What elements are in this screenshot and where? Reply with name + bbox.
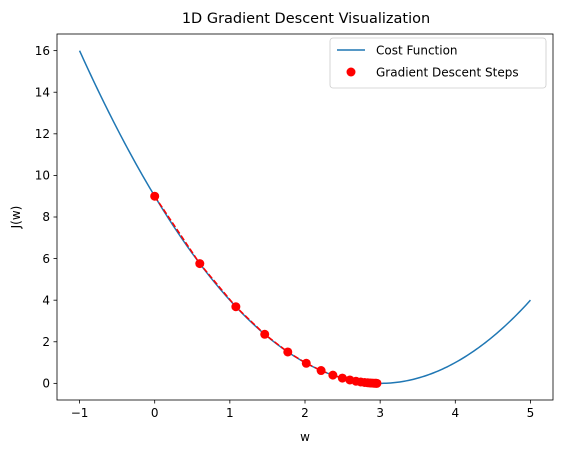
x-tick-label: −1 xyxy=(71,406,89,420)
y-axis-ticks: 0 2 4 6 8 10 12 14 16 xyxy=(35,44,57,391)
plot-area xyxy=(57,34,553,400)
y-tick-label: 2 xyxy=(42,335,50,349)
descent-step-point xyxy=(283,347,292,356)
x-axis-ticks: −1 0 1 2 3 4 5 xyxy=(71,400,535,420)
descent-path-line xyxy=(155,196,377,383)
axes-frame xyxy=(57,34,553,400)
cost-function-line xyxy=(80,51,531,384)
y-tick-label: 6 xyxy=(42,252,50,266)
descent-step-point xyxy=(260,330,269,339)
descent-step-point xyxy=(231,302,240,311)
x-tick-label: 3 xyxy=(376,406,384,420)
y-tick-label: 14 xyxy=(35,85,50,99)
descent-points-layer xyxy=(150,192,381,388)
legend-cost-function-label: Cost Function xyxy=(376,44,458,58)
descent-step-point xyxy=(338,374,347,383)
x-tick-label: 5 xyxy=(527,406,535,420)
y-tick-label: 8 xyxy=(42,210,50,224)
y-tick-label: 16 xyxy=(35,44,50,58)
x-tick-label: 2 xyxy=(301,406,309,420)
y-axis-label: J(w) xyxy=(9,206,23,230)
y-tick-label: 12 xyxy=(35,127,50,141)
x-tick-label: 0 xyxy=(151,406,159,420)
x-tick-label: 1 xyxy=(226,406,234,420)
descent-step-point xyxy=(328,371,337,380)
descent-path-layer xyxy=(155,196,377,383)
legend-gradient-steps-swatch xyxy=(347,68,356,77)
legend-gradient-steps-label: Gradient Descent Steps xyxy=(376,66,519,80)
cost-curve-layer xyxy=(80,51,531,384)
x-tick-label: 4 xyxy=(451,406,459,420)
descent-step-point xyxy=(195,259,204,268)
y-tick-label: 4 xyxy=(42,293,50,307)
descent-step-point xyxy=(150,192,159,201)
descent-step-point xyxy=(302,359,311,368)
descent-step-point xyxy=(317,366,326,375)
descent-step-point xyxy=(372,379,381,388)
y-tick-label: 10 xyxy=(35,169,50,183)
y-tick-label: 0 xyxy=(42,377,50,391)
x-axis-label: w xyxy=(300,430,310,444)
legend: Cost Function Gradient Descent Steps xyxy=(330,38,546,88)
chart-title: 1D Gradient Descent Visualization xyxy=(182,11,430,27)
